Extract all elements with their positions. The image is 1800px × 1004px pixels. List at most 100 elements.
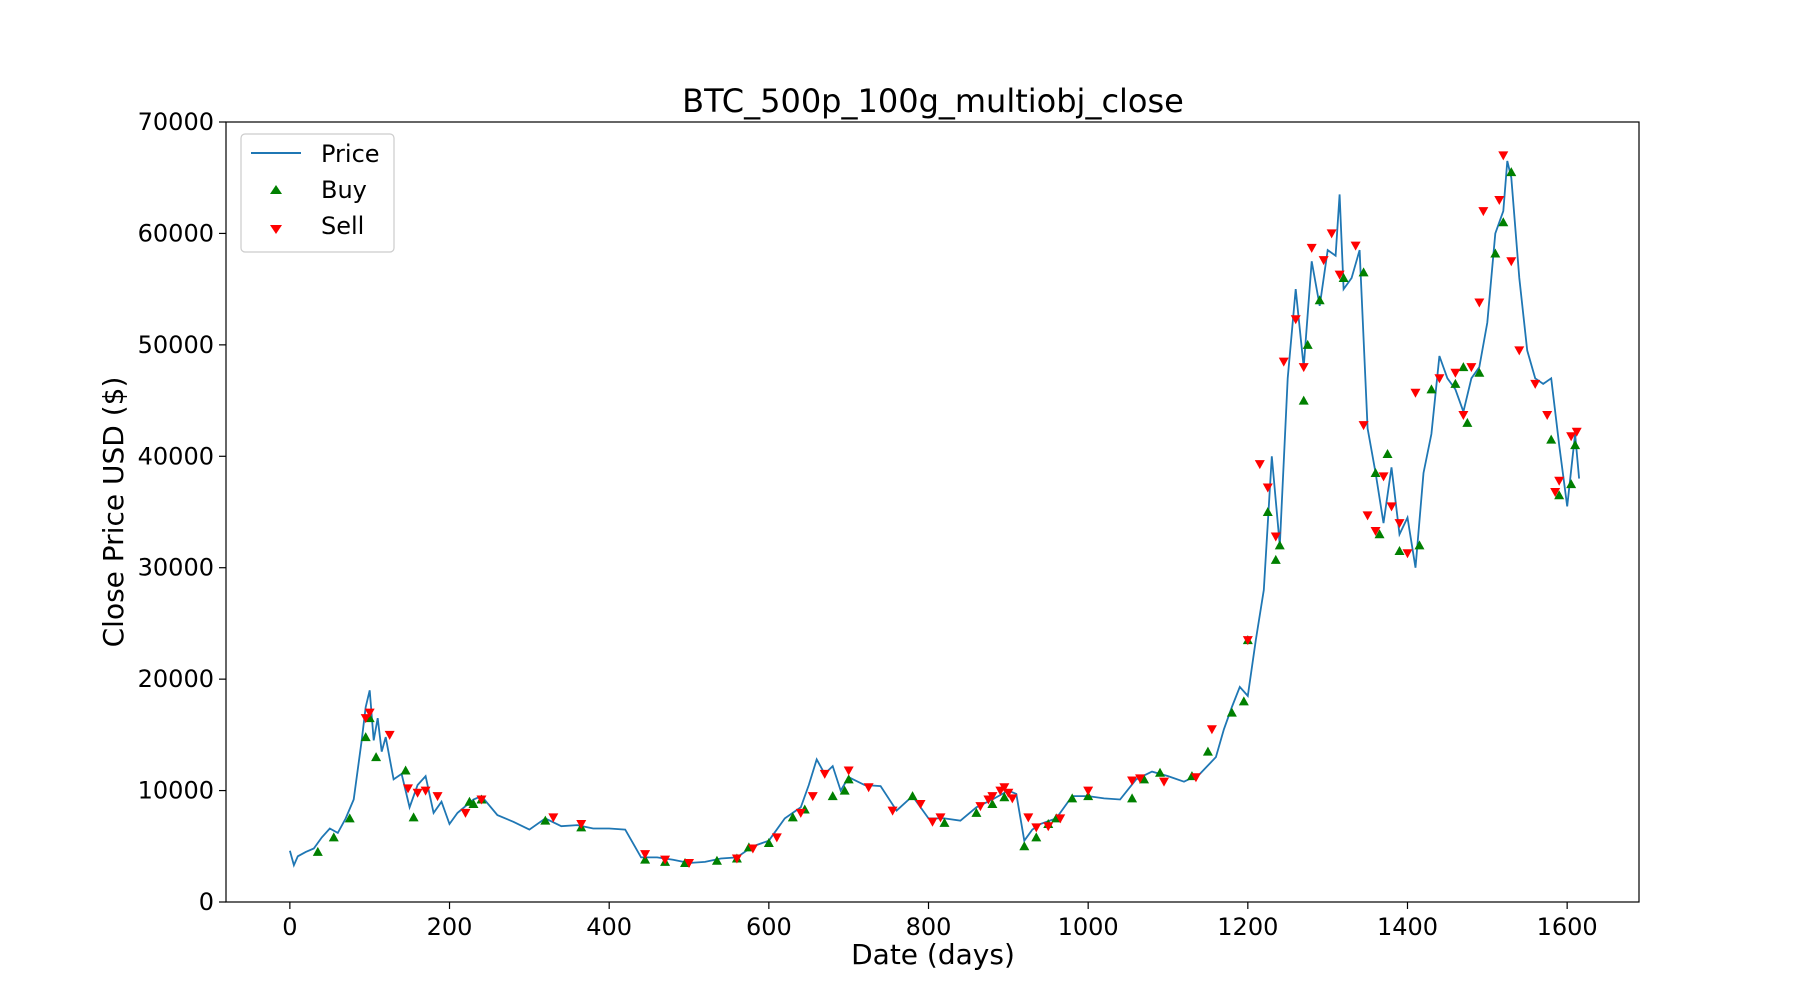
buy-marker: [1506, 167, 1517, 177]
sell-marker: [1306, 243, 1317, 253]
buy-marker: [907, 791, 918, 801]
plot-frame: [225, 121, 1640, 903]
buy-marker: [1031, 832, 1042, 842]
buy-marker: [1394, 546, 1405, 555]
sell-marker: [1498, 151, 1509, 161]
y-axis: 0 10000 20000 30000 40000 50000 60000 70000: [138, 108, 226, 916]
sell-marker: [795, 808, 806, 818]
sell-marker: [1043, 822, 1054, 832]
sell-marker: [747, 844, 758, 854]
x-tick-label: 1400: [1377, 913, 1438, 941]
sell-marker: [1571, 427, 1582, 437]
buy-marker: [1019, 841, 1030, 851]
sell-marker: [412, 788, 423, 798]
x-axis: 0 200 400 600 800 1000 1200 1400 1600: [282, 902, 1598, 941]
buy-marker: [1414, 540, 1425, 550]
buy-marker: [1302, 339, 1313, 349]
sell-marker: [1394, 519, 1405, 529]
sell-marker: [915, 799, 926, 809]
sell-marker: [684, 859, 695, 868]
sell-marker: [1190, 773, 1201, 783]
x-tick-label: 800: [906, 913, 952, 941]
buy-marker: [344, 813, 355, 823]
x-tick-label: 1000: [1058, 913, 1119, 941]
sell-marker: [887, 806, 898, 816]
sell-marker: [731, 854, 742, 864]
sell-markers: [360, 151, 1582, 868]
buy-marker: [1450, 378, 1461, 388]
y-tick-label: 20000: [138, 665, 214, 693]
sell-marker: [1298, 363, 1309, 373]
sell-marker: [432, 792, 443, 802]
sell-marker: [771, 833, 782, 843]
sell-marker: [1434, 374, 1445, 384]
buy-marker: [971, 807, 982, 817]
sell-marker: [1542, 411, 1553, 421]
sell-marker: [987, 792, 998, 802]
legend-buy-swatch: [270, 185, 282, 194]
y-tick-label: 70000: [138, 108, 214, 136]
legend-buy-label: Buy: [321, 176, 367, 204]
sell-marker: [1007, 794, 1018, 804]
buy-marker: [1566, 479, 1577, 489]
sell-marker: [1530, 379, 1541, 389]
buy-marker: [827, 791, 838, 801]
sell-marker: [420, 786, 431, 796]
sell-marker: [1003, 788, 1014, 798]
buy-marker: [1358, 267, 1369, 277]
sell-marker: [1318, 256, 1329, 266]
sell-marker: [1334, 270, 1345, 280]
sell-marker: [863, 783, 874, 793]
plot-area: [289, 151, 1582, 868]
x-tick-label: 0: [282, 913, 297, 941]
buy-marker: [1298, 395, 1309, 405]
buy-marker: [1139, 774, 1150, 784]
buy-marker: [1127, 793, 1138, 803]
x-tick-label: 400: [586, 913, 632, 941]
buy-marker: [1262, 507, 1273, 516]
sell-marker: [1262, 483, 1273, 493]
sell-marker: [1506, 257, 1517, 267]
buy-marker: [1226, 707, 1237, 717]
sell-marker: [927, 817, 938, 827]
sell-marker: [1031, 823, 1042, 833]
sell-marker: [576, 820, 587, 829]
buy-marker: [468, 798, 479, 808]
sell-marker: [843, 766, 854, 776]
sell-marker: [819, 769, 830, 779]
buy-marker: [360, 732, 371, 742]
sell-marker: [1566, 432, 1577, 442]
sell-marker: [476, 795, 487, 805]
sell-marker: [1278, 357, 1289, 367]
sell-marker: [1450, 368, 1461, 378]
buy-marker: [1370, 468, 1381, 477]
sell-marker: [1550, 487, 1561, 497]
sell-marker: [1474, 298, 1485, 308]
chart-title: BTC_500p_100g_multiobj_close: [682, 82, 1184, 120]
buy-marker: [1462, 417, 1473, 427]
sell-marker: [640, 850, 651, 860]
y-tick-label: 30000: [138, 554, 214, 582]
buy-marker: [408, 812, 419, 822]
sell-marker: [1358, 421, 1369, 431]
sell-marker: [999, 783, 1010, 793]
buy-markers: [312, 167, 1581, 867]
sell-marker: [1362, 511, 1373, 521]
sell-marker: [1554, 476, 1565, 486]
buy-marker: [1155, 767, 1166, 777]
x-tick-label: 200: [427, 913, 473, 941]
sell-marker: [1514, 346, 1525, 356]
buy-marker: [1314, 295, 1325, 305]
sell-marker: [360, 714, 371, 724]
buy-marker: [711, 855, 722, 865]
buy-marker: [999, 792, 1010, 802]
sell-marker: [1254, 460, 1265, 470]
buy-marker: [1067, 793, 1078, 803]
sell-marker: [1466, 363, 1477, 373]
buy-marker: [640, 854, 651, 864]
y-tick-label: 60000: [138, 219, 214, 247]
sell-marker: [1083, 786, 1094, 796]
sell-marker: [1386, 502, 1397, 512]
buy-marker: [1546, 434, 1557, 444]
buy-marker: [312, 846, 323, 856]
